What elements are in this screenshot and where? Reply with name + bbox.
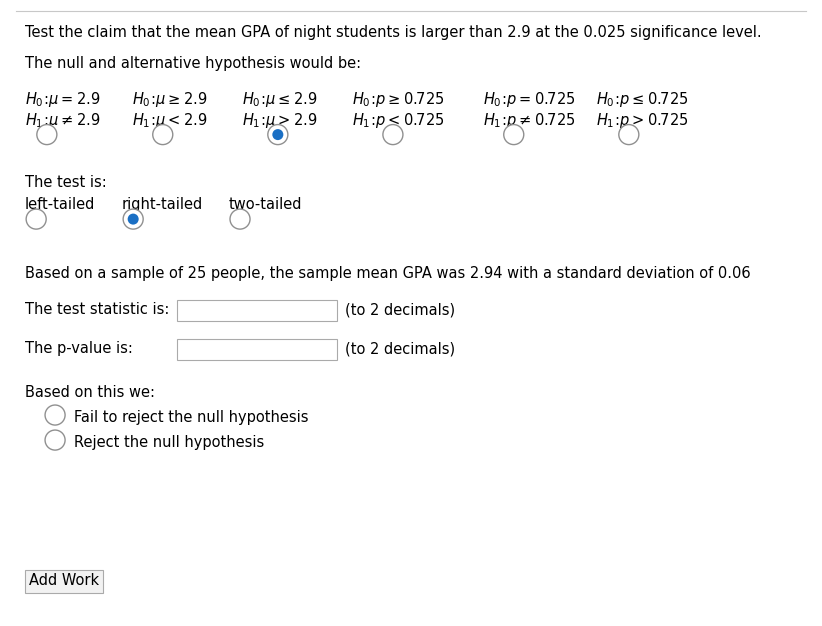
Ellipse shape (123, 209, 143, 229)
Text: $H_0\!:\!p \leq 0.725$: $H_0\!:\!p \leq 0.725$ (596, 90, 689, 108)
Text: $H_0\!:\!\mu = 2.9$: $H_0\!:\!\mu = 2.9$ (25, 90, 100, 108)
Ellipse shape (230, 209, 250, 229)
Ellipse shape (45, 405, 65, 425)
Ellipse shape (504, 125, 524, 145)
Ellipse shape (45, 430, 65, 450)
Text: $H_1\!:\!p > 0.725$: $H_1\!:\!p > 0.725$ (596, 111, 689, 130)
FancyBboxPatch shape (25, 570, 103, 593)
Text: left-tailed: left-tailed (25, 197, 95, 212)
Text: Based on a sample of 25 people, the sample mean GPA was 2.94 with a standard dev: Based on a sample of 25 people, the samp… (25, 266, 750, 281)
FancyBboxPatch shape (177, 339, 337, 360)
Ellipse shape (619, 125, 639, 145)
Text: Based on this we:: Based on this we: (25, 385, 155, 400)
Text: $H_1\!:\!\mu > 2.9$: $H_1\!:\!\mu > 2.9$ (242, 111, 318, 130)
Text: $H_1\!:\!p \neq 0.725$: $H_1\!:\!p \neq 0.725$ (483, 111, 576, 130)
Text: Add Work: Add Work (29, 573, 99, 588)
Text: two-tailed: two-tailed (229, 197, 302, 212)
Text: $H_1\!:\!\mu < 2.9$: $H_1\!:\!\mu < 2.9$ (132, 111, 207, 130)
Ellipse shape (272, 129, 284, 140)
FancyBboxPatch shape (177, 300, 337, 321)
Text: The test statistic is:: The test statistic is: (25, 302, 169, 317)
Text: (to 2 decimals): (to 2 decimals) (345, 341, 455, 356)
Text: $H_1\!:\!\mu \neq 2.9$: $H_1\!:\!\mu \neq 2.9$ (25, 111, 100, 130)
Ellipse shape (383, 125, 403, 145)
Ellipse shape (268, 125, 288, 145)
Ellipse shape (127, 213, 139, 225)
Text: $H_0\!:\!\mu \leq 2.9$: $H_0\!:\!\mu \leq 2.9$ (242, 90, 318, 108)
Text: $H_0\!:\!p = 0.725$: $H_0\!:\!p = 0.725$ (483, 90, 576, 108)
Ellipse shape (37, 125, 57, 145)
Text: $H_0\!:\!\mu \geq 2.9$: $H_0\!:\!\mu \geq 2.9$ (132, 90, 207, 108)
Text: $H_0\!:\!p \geq 0.725$: $H_0\!:\!p \geq 0.725$ (352, 90, 445, 108)
Text: The p-value is:: The p-value is: (25, 341, 132, 356)
Text: The test is:: The test is: (25, 175, 106, 190)
Text: The null and alternative hypothesis would be:: The null and alternative hypothesis woul… (25, 56, 361, 71)
Text: right-tailed: right-tailed (122, 197, 203, 212)
Text: $H_1\!:\!p < 0.725$: $H_1\!:\!p < 0.725$ (352, 111, 445, 130)
Text: Test the claim that the mean GPA of night students is larger than 2.9 at the 0.0: Test the claim that the mean GPA of nigh… (25, 25, 761, 40)
Text: Fail to reject the null hypothesis: Fail to reject the null hypothesis (74, 410, 308, 425)
Ellipse shape (26, 209, 46, 229)
Text: (to 2 decimals): (to 2 decimals) (345, 302, 455, 317)
Text: Reject the null hypothesis: Reject the null hypothesis (74, 435, 264, 450)
Ellipse shape (153, 125, 173, 145)
